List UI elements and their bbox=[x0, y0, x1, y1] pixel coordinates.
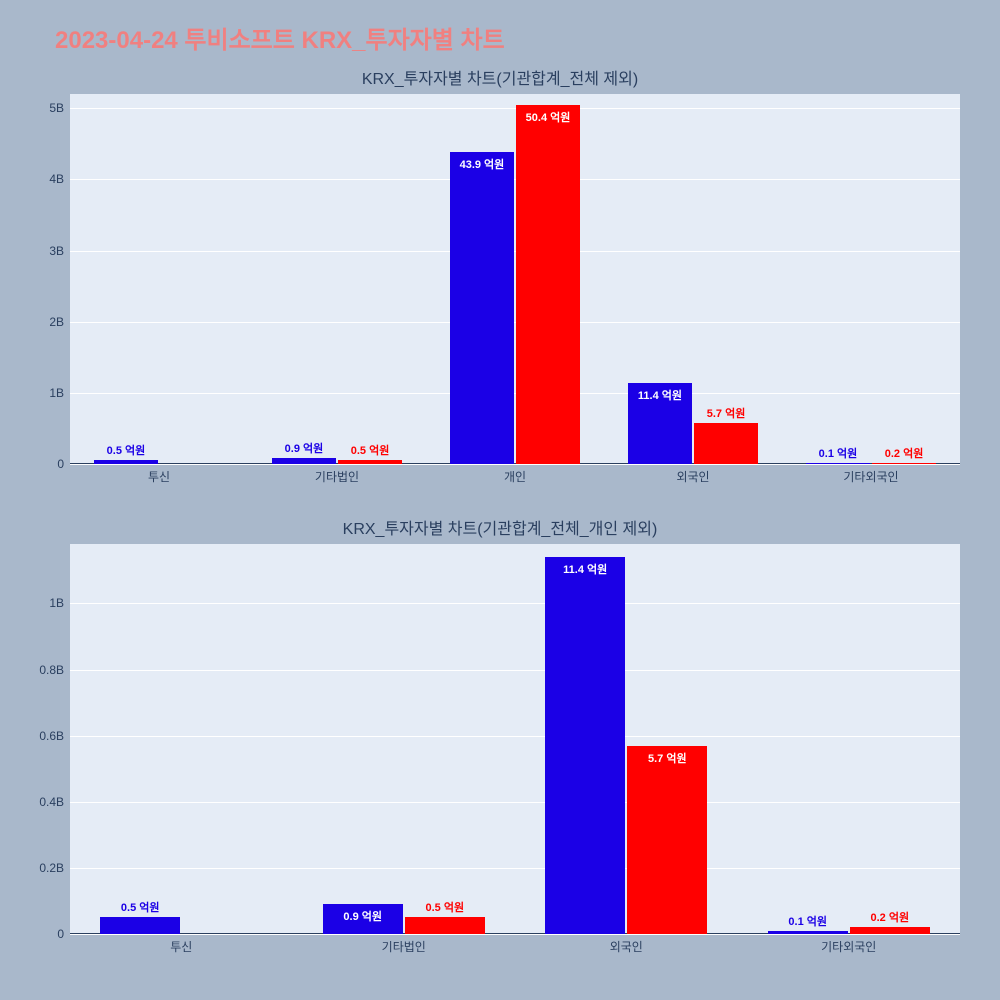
bar-value-label: 5.7 억원 bbox=[707, 405, 746, 423]
bar: 0.2 억원 bbox=[850, 927, 930, 934]
bar-group: 0.1 억원0.2 억원 bbox=[782, 94, 960, 464]
bar-value-label: 50.4 억원 bbox=[526, 109, 571, 127]
bar: 0.9 억원 bbox=[272, 458, 336, 464]
bar: 50.4 억원 bbox=[516, 105, 580, 464]
bar-value-label: 0.2 억원 bbox=[871, 909, 910, 927]
x-tick-label: 기타법인 bbox=[293, 934, 516, 955]
y-tick-label: 0.4B bbox=[39, 795, 70, 809]
x-tick-label: 외국인 bbox=[604, 464, 782, 485]
bar-value-label: 0.1 억원 bbox=[788, 913, 827, 931]
bar: 0.5 억원 bbox=[100, 917, 180, 934]
bar: 43.9 억원 bbox=[450, 152, 514, 464]
y-tick-label: 4B bbox=[49, 172, 70, 186]
bar-value-label: 43.9 억원 bbox=[460, 156, 505, 174]
chart-1-title: KRX_투자자별 차트(기관합계_전체 제외) bbox=[40, 65, 960, 89]
y-tick-label: 0 bbox=[57, 457, 70, 471]
chart-2-x-axis: 투신기타법인외국인기타외국인 bbox=[70, 934, 960, 955]
x-tick-label: 기타외국인 bbox=[782, 464, 960, 485]
chart-2-plot: 00.2B0.4B0.6B0.8B1B0.5 억원0.9 억원0.5 억원11.… bbox=[70, 544, 960, 934]
chart-2: KRX_투자자별 차트(기관합계_전체_개인 제외) 0 0.2B 0.4B 0.6B… bbox=[40, 515, 960, 955]
x-tick-label: 기타법인 bbox=[248, 464, 426, 485]
bar-value-label: 0.9 억원 bbox=[285, 440, 324, 458]
bar: 0.5 억원 bbox=[405, 917, 485, 934]
bar-value-label: 0.2 억원 bbox=[885, 445, 924, 463]
x-tick-label: 투신 bbox=[70, 934, 293, 955]
bar-group: 11.4 억원 5.7 억원 bbox=[515, 544, 738, 934]
page-title: 2023-04-24 투비소프트 KRX_투자자별 차트 bbox=[0, 0, 1000, 55]
chart-1: KRX_투자자별 차트(기관합계_전체 제외) 0 1B 2B 3B 4B 5B 0.5 억… bbox=[40, 65, 960, 485]
y-tick-label: 0.8B bbox=[39, 663, 70, 677]
bars-row: 0.5 억원0.9 억원0.5 억원11.4 억원5.7 억원0.1 억원0.2… bbox=[70, 544, 960, 934]
bar-value-label: 0.9 억원 bbox=[343, 908, 382, 926]
x-tick-label: 외국인 bbox=[515, 934, 738, 955]
bars-row: 0.5 억원0.9 억원0.5 억원43.9 억원50.4 억원11.4 억원5… bbox=[70, 94, 960, 464]
bar-group: 0.9 억원 0.5 억원 bbox=[293, 544, 516, 934]
y-tick-label: 2B bbox=[49, 315, 70, 329]
y-tick-label: 0 bbox=[57, 927, 70, 941]
bar: 11.4 억원 bbox=[545, 557, 625, 934]
bar-value-label: 0.1 억원 bbox=[819, 445, 858, 463]
bar: 11.4 억원 bbox=[628, 383, 692, 464]
gridline bbox=[70, 464, 960, 465]
bar-value-label: 11.4 억원 bbox=[638, 387, 682, 405]
bar-group: 43.9 억원 50.4 억원 bbox=[426, 94, 604, 464]
bar: 0.2 억원 bbox=[872, 463, 936, 464]
bar: 0.5 억원 bbox=[338, 460, 402, 464]
y-tick-label: 1B bbox=[49, 386, 70, 400]
x-tick-label: 기타외국인 bbox=[738, 934, 961, 955]
bar: 5.7 억원 bbox=[694, 423, 758, 464]
chart-1-plot: 01B2B3B4B5B0.5 억원0.9 억원0.5 억원43.9 억원50.4… bbox=[70, 94, 960, 464]
chart-1-x-axis: 투신기타법인개인외국인기타외국인 bbox=[70, 464, 960, 485]
bar: 0.9 억원 bbox=[323, 904, 403, 934]
bar-value-label: 0.5 억원 bbox=[351, 442, 390, 460]
y-tick-label: 5B bbox=[49, 101, 70, 115]
bar-group: 0.9 억원0.5 억원 bbox=[248, 94, 426, 464]
bar-value-label: 0.5 억원 bbox=[121, 899, 160, 917]
y-tick-label: 0.2B bbox=[39, 861, 70, 875]
bar: 0.1 억원 bbox=[806, 463, 870, 464]
bar-group: 0.1 억원0.2 억원 bbox=[738, 544, 961, 934]
bar-group: 0.5 억원 bbox=[70, 94, 248, 464]
bar-group: 0.5 억원 bbox=[70, 544, 293, 934]
y-tick-label: 1B bbox=[49, 596, 70, 610]
gridline bbox=[70, 934, 960, 935]
bar-value-label: 0.5 억원 bbox=[426, 899, 465, 917]
bar-value-label: 0.5 억원 bbox=[107, 442, 146, 460]
bar: 5.7 억원 bbox=[627, 746, 707, 934]
y-tick-label: 3B bbox=[49, 244, 70, 258]
bar: 0.1 억원 bbox=[768, 931, 848, 934]
y-tick-label: 0.6B bbox=[39, 729, 70, 743]
chart-2-title: KRX_투자자별 차트(기관합계_전체_개인 제외) bbox=[40, 515, 960, 539]
bar: 0.5 억원 bbox=[94, 460, 158, 464]
bar-value-label: 11.4 억원 bbox=[563, 561, 607, 579]
x-tick-label: 투신 bbox=[70, 464, 248, 485]
bar-group: 11.4 억원 5.7 억원 bbox=[604, 94, 782, 464]
x-tick-label: 개인 bbox=[426, 464, 604, 485]
bar-value-label: 5.7 억원 bbox=[648, 750, 687, 768]
